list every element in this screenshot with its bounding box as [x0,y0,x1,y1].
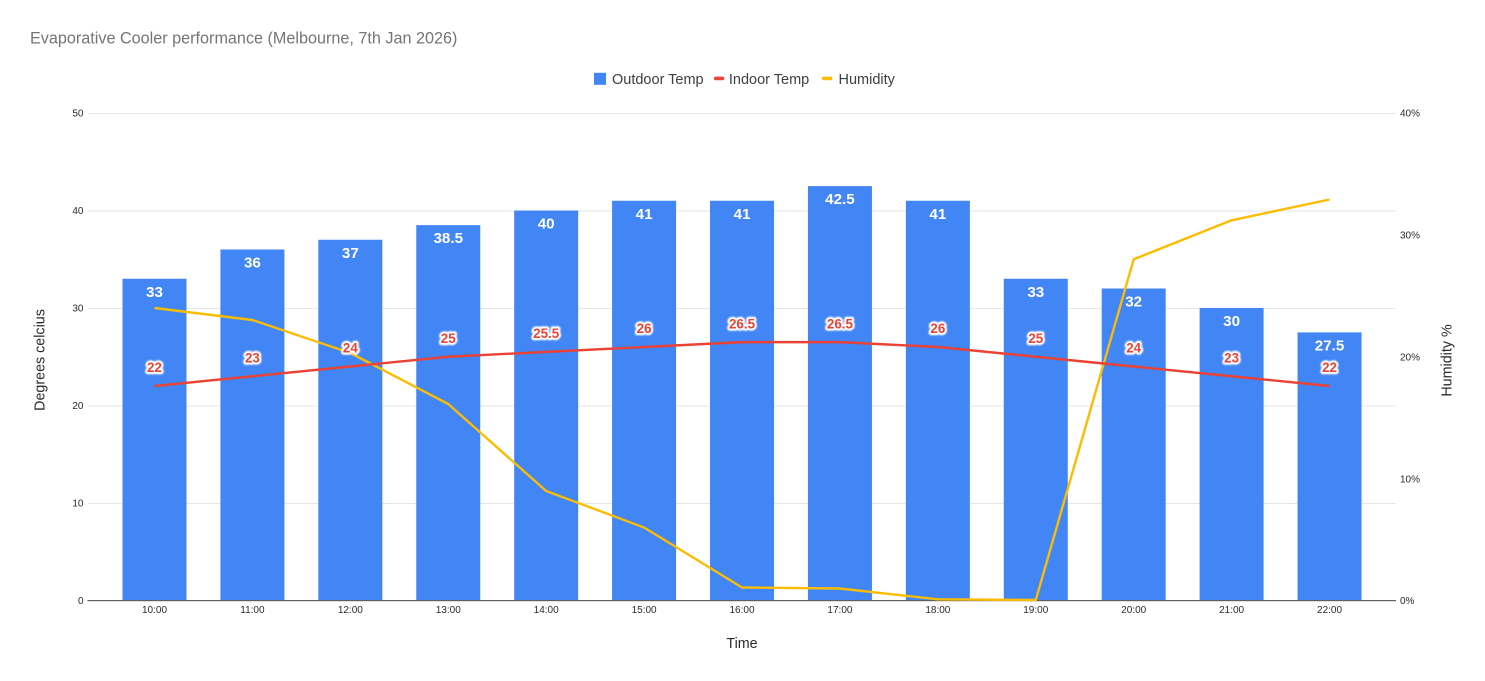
svg-text:18:00: 18:00 [925,605,950,616]
svg-text:0%: 0% [1400,596,1415,607]
svg-text:36: 36 [244,255,261,272]
svg-text:41: 41 [636,206,653,223]
svg-text:0: 0 [78,596,84,607]
svg-text:25.5: 25.5 [533,326,560,341]
svg-text:50: 50 [72,109,84,120]
svg-text:20:00: 20:00 [1121,605,1146,616]
svg-text:23: 23 [245,350,260,365]
svg-text:30: 30 [1223,313,1240,330]
svg-text:19:00: 19:00 [1023,605,1048,616]
svg-text:23: 23 [1224,350,1239,365]
svg-text:22: 22 [147,360,162,375]
svg-text:26: 26 [637,321,652,336]
svg-text:Degrees celcius: Degrees celcius [33,309,49,411]
svg-text:16:00: 16:00 [730,605,755,616]
svg-text:27.5: 27.5 [1315,337,1345,354]
svg-text:22:00: 22:00 [1317,605,1342,616]
svg-text:20%: 20% [1400,352,1420,363]
svg-text:Humidity %: Humidity % [1440,324,1456,397]
svg-text:25.5: 25.5 [533,326,560,341]
svg-text:26.5: 26.5 [729,316,756,331]
svg-text:Indoor Temp: Indoor Temp [729,72,809,88]
svg-text:Outdoor Temp: Outdoor Temp [612,72,704,88]
svg-text:12:00: 12:00 [338,605,363,616]
svg-text:26.5: 26.5 [827,316,854,331]
svg-text:24: 24 [343,341,358,356]
svg-text:42.5: 42.5 [825,191,855,208]
svg-text:33: 33 [146,284,163,301]
svg-text:Evaporative Cooler performance: Evaporative Cooler performance (Melbourn… [30,30,457,48]
svg-text:37: 37 [342,245,359,262]
svg-text:33: 33 [1027,284,1044,301]
svg-text:30%: 30% [1400,231,1420,242]
svg-text:10: 10 [72,499,84,510]
svg-text:41: 41 [734,206,751,223]
svg-text:10%: 10% [1400,474,1420,485]
svg-text:20: 20 [72,401,84,412]
svg-text:21:00: 21:00 [1219,605,1244,616]
svg-text:25: 25 [1028,331,1043,346]
svg-text:41: 41 [929,206,946,223]
svg-text:Humidity: Humidity [839,72,896,88]
svg-text:40: 40 [72,206,84,217]
svg-text:40: 40 [538,216,555,233]
svg-text:26.5: 26.5 [729,316,756,331]
svg-text:30: 30 [72,304,84,315]
svg-text:25: 25 [441,331,456,346]
svg-text:11:00: 11:00 [240,605,265,616]
svg-text:22: 22 [1322,360,1337,375]
svg-text:Time: Time [726,636,757,652]
svg-text:14:00: 14:00 [534,605,559,616]
svg-text:17:00: 17:00 [827,605,852,616]
svg-text:26.5: 26.5 [827,316,854,331]
svg-text:38.5: 38.5 [433,230,463,247]
svg-text:25: 25 [1028,331,1043,346]
svg-text:26: 26 [637,321,652,336]
svg-text:24: 24 [1126,341,1141,356]
svg-text:23: 23 [245,350,260,365]
svg-text:25: 25 [441,331,456,346]
svg-text:32: 32 [1125,294,1142,311]
svg-text:22: 22 [147,360,162,375]
svg-text:13:00: 13:00 [436,605,461,616]
svg-text:26: 26 [930,321,945,336]
svg-text:24: 24 [1126,341,1141,356]
svg-text:23: 23 [1224,350,1239,365]
svg-text:26: 26 [930,321,945,336]
svg-text:15:00: 15:00 [632,605,657,616]
svg-text:10:00: 10:00 [142,605,167,616]
svg-text:40%: 40% [1400,109,1420,120]
svg-text:22: 22 [1322,360,1337,375]
svg-text:24: 24 [343,341,358,356]
